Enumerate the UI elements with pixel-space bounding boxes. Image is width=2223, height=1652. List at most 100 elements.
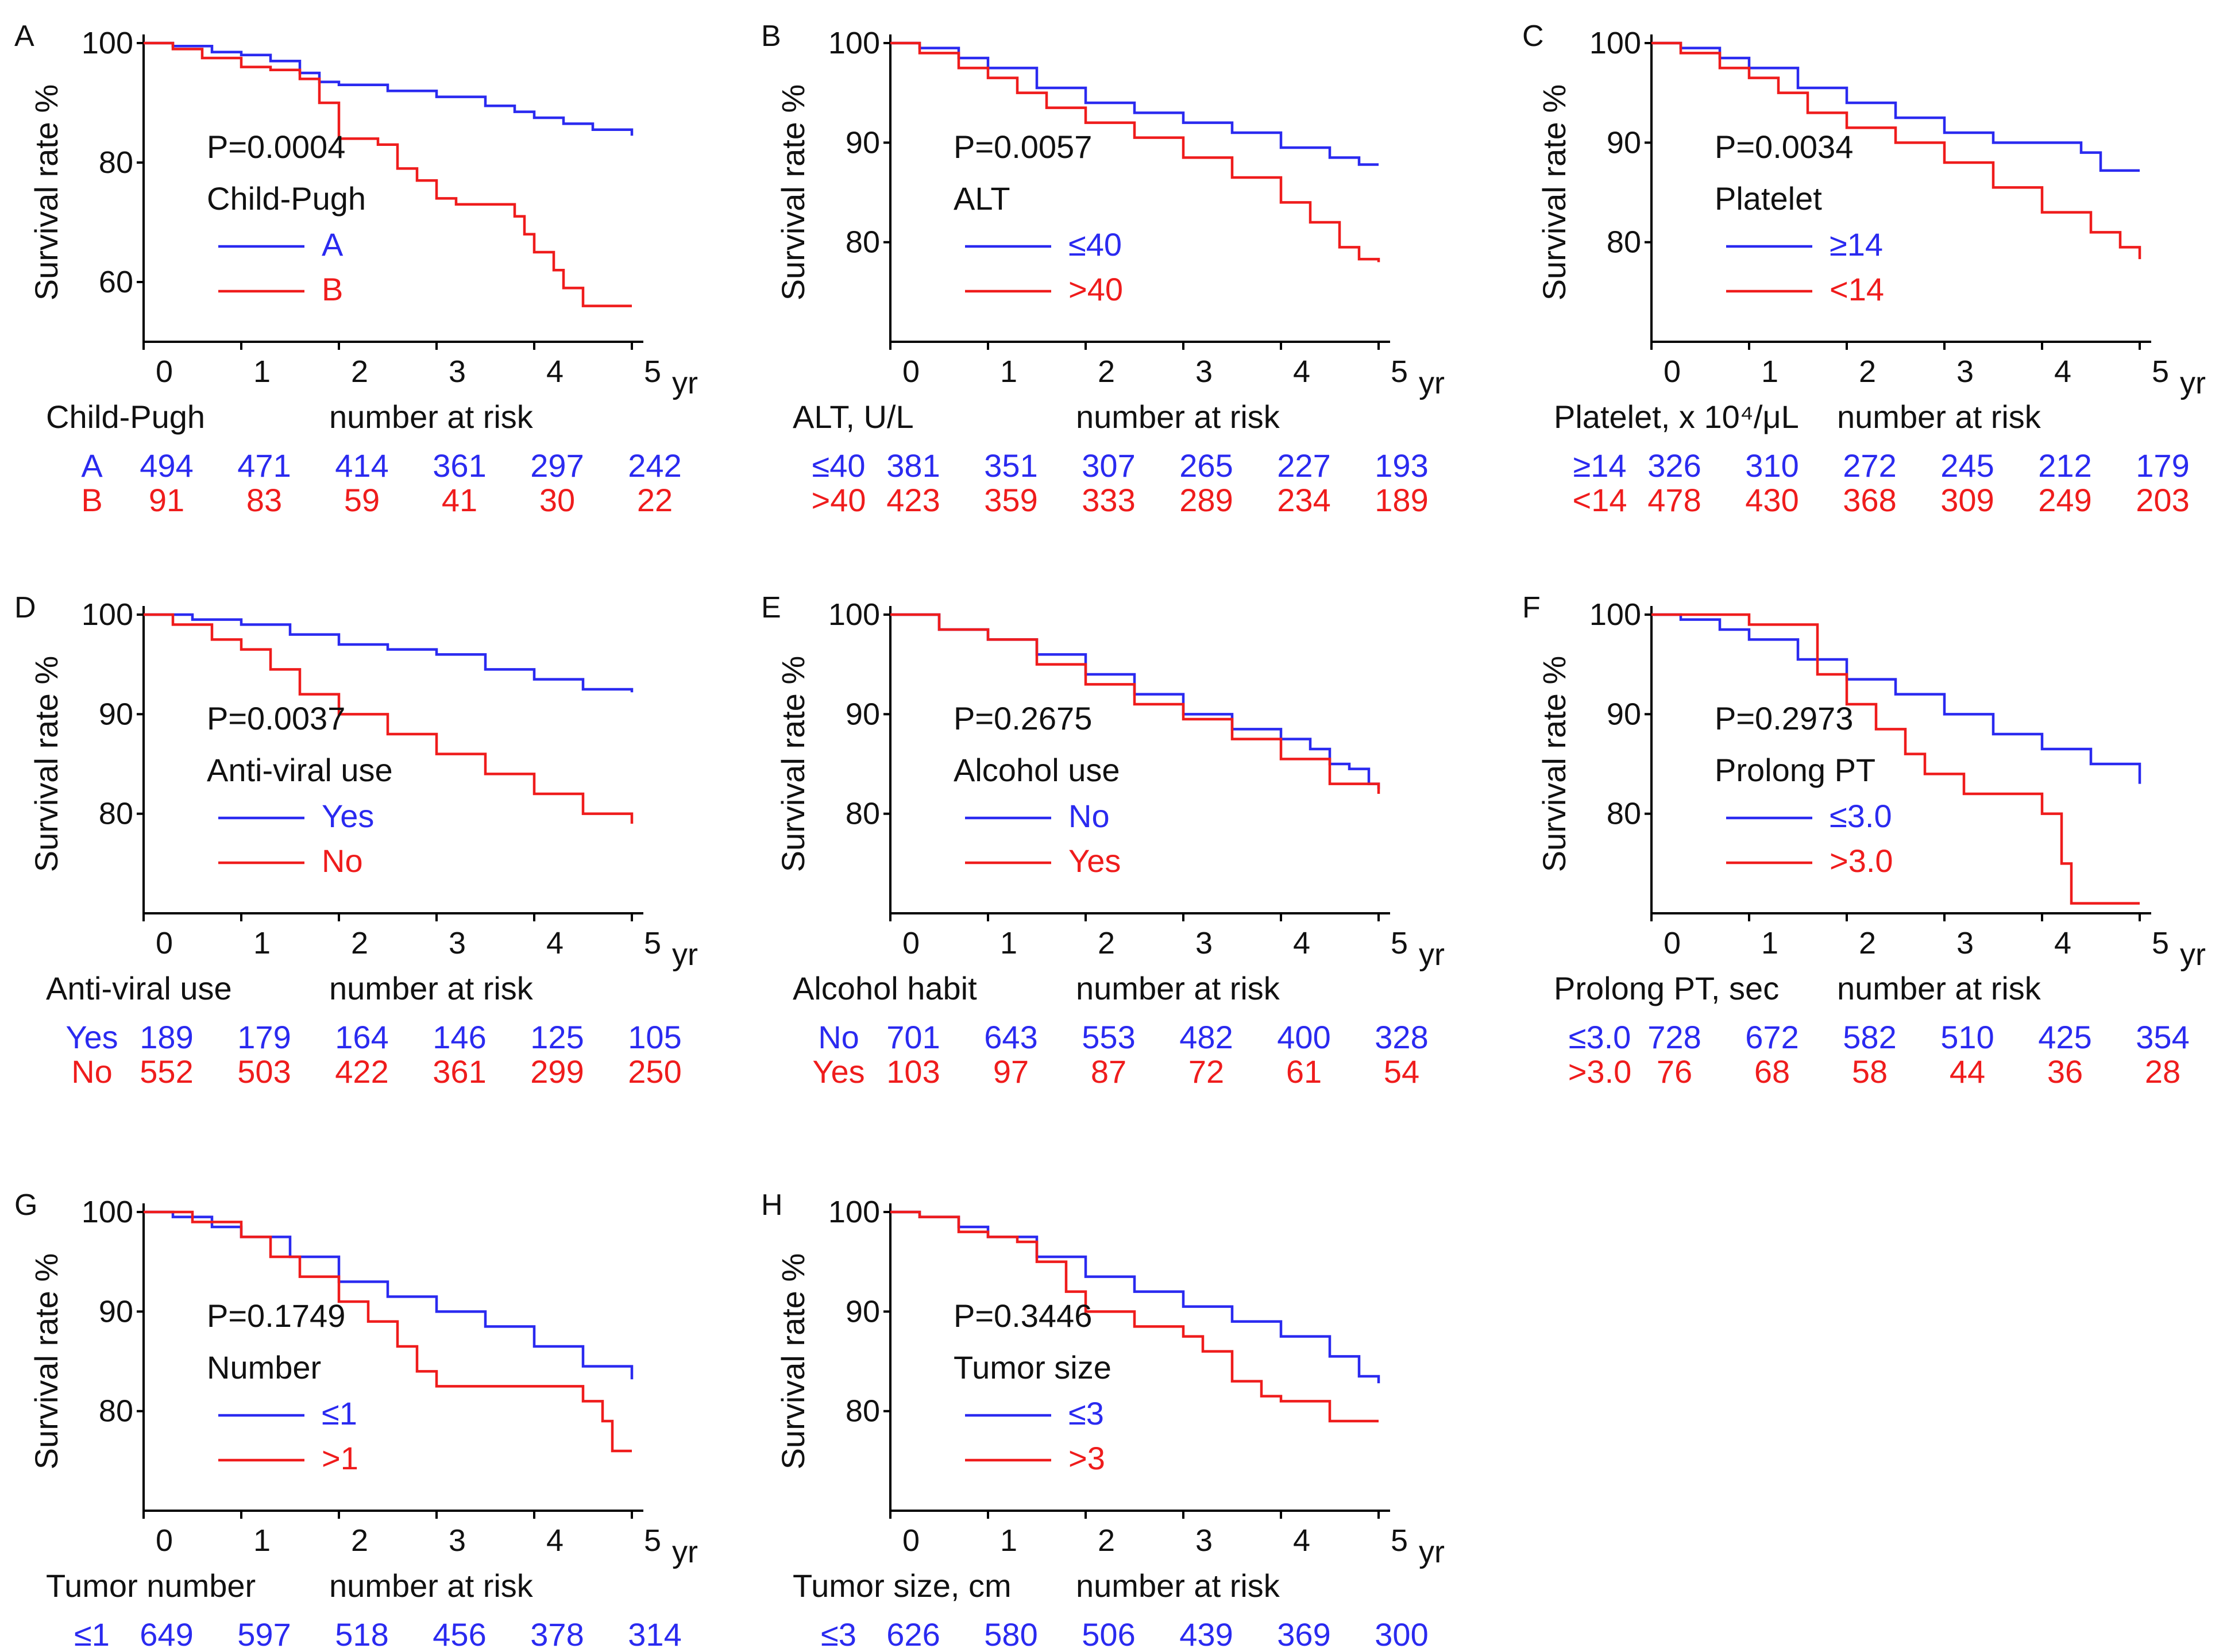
y-axis-title: Survival rate %	[28, 1253, 64, 1470]
risk-table-header: number at risk	[1076, 1568, 1280, 1604]
x-tick-label: 4	[2054, 354, 2071, 389]
risk-count: 552	[140, 1053, 193, 1090]
risk-table-header: number at risk	[329, 1568, 534, 1604]
legend-label: >3.0	[1830, 843, 1893, 879]
risk-row-label: >40	[812, 482, 866, 518]
panel-letter: B	[761, 20, 781, 53]
x-tick-label: 4	[2054, 926, 2071, 960]
legend-label: B	[322, 271, 343, 307]
risk-count: 369	[1277, 1616, 1330, 1652]
risk-count: 59	[344, 482, 380, 518]
x-tick-label: 0	[156, 926, 173, 960]
risk-count: 164	[335, 1019, 388, 1055]
y-axis-title: Survival rate %	[775, 84, 811, 301]
risk-count: 728	[1647, 1019, 1701, 1055]
risk-count: 672	[1745, 1019, 1799, 1055]
risk-count: 518	[335, 1616, 388, 1652]
risk-count: 423	[886, 482, 940, 518]
risk-count: 82	[1384, 1651, 1419, 1652]
x-tick-label: 3	[1195, 1523, 1213, 1558]
x-tick-label: 0	[902, 1523, 920, 1558]
y-tick-label: 80	[846, 1394, 880, 1429]
x-tick-label: 5	[1391, 354, 1408, 389]
x-tick-label: 5	[1391, 1523, 1408, 1558]
risk-count: 212	[2038, 447, 2091, 484]
risk-count: 83	[246, 482, 282, 518]
survival-curve-group2	[1651, 613, 2140, 905]
x-tick-label: 4	[546, 1523, 564, 1558]
risk-table-label: Anti-viral use	[46, 970, 232, 1006]
legend-label: Yes	[1068, 843, 1121, 879]
y-tick-label: 100	[82, 597, 133, 632]
factor-label: Tumor size	[954, 1349, 1112, 1385]
risk-count: 368	[1843, 482, 1896, 518]
x-tick-label: 1	[1000, 1523, 1017, 1558]
risk-count: 299	[530, 1053, 584, 1090]
risk-count: 289	[1179, 482, 1233, 518]
x-tick-label: 3	[1195, 354, 1213, 389]
p-value-label: P=0.3446	[954, 1298, 1092, 1334]
risk-count: 649	[140, 1616, 193, 1652]
x-tick-label: 0	[1664, 926, 1681, 960]
p-value-label: P=0.0004	[207, 129, 345, 165]
y-tick-label: 100	[1589, 597, 1641, 632]
x-tick-label: 3	[1956, 354, 1974, 389]
y-tick-label: 90	[99, 1294, 133, 1329]
risk-count: 314	[628, 1616, 681, 1652]
p-value-label: P=0.2973	[1715, 700, 1853, 736]
risk-table-label: Prolong PT, sec	[1554, 970, 1779, 1006]
survival-curve-group2	[1651, 41, 2141, 260]
y-tick-label: 80	[99, 145, 133, 180]
risk-row-label: >3.0	[1568, 1053, 1632, 1090]
p-value-label: P=0.2675	[954, 700, 1092, 736]
risk-count: 310	[1745, 447, 1799, 484]
risk-count: 580	[984, 1616, 1037, 1652]
risk-table-label: Alcohol habit	[793, 970, 977, 1006]
risk-count: 179	[2136, 447, 2189, 484]
y-tick-label: 100	[828, 26, 880, 60]
x-tick-label: 3	[449, 926, 466, 960]
x-tick-label: 5	[2152, 926, 2169, 960]
risk-count: 125	[530, 1019, 584, 1055]
factor-label: ALT	[954, 180, 1010, 217]
y-tick-label: 100	[82, 1195, 133, 1229]
survival-curve-group2	[144, 613, 634, 824]
x-tick-label: 4	[1293, 354, 1310, 389]
risk-count: 61	[1286, 1053, 1322, 1090]
risk-table-label: Child-Pugh	[46, 399, 205, 435]
legend-label: No	[322, 843, 363, 879]
risk-count: 92	[1286, 1651, 1322, 1652]
panel-letter: E	[761, 591, 781, 624]
legend-label: ≤3.0	[1830, 798, 1892, 834]
x-tick-label: 1	[1761, 926, 1778, 960]
legend-label: Yes	[322, 798, 374, 834]
risk-count: 439	[1179, 1616, 1233, 1652]
y-axis-title: Survival rate %	[775, 1253, 811, 1470]
risk-count: 249	[2038, 482, 2091, 518]
km-panel-d: D Survival rate % 80 90 100 0 1 2 3 4 5 yr P=0.0037 A…	[14, 591, 698, 1090]
x-tick-label: 2	[1859, 354, 1876, 389]
risk-count: 582	[1843, 1019, 1896, 1055]
risk-table-header: number at risk	[1837, 970, 2041, 1006]
risk-count: 91	[149, 482, 184, 518]
x-tick-label: 4	[546, 926, 564, 960]
y-tick-label: 80	[1607, 225, 1641, 260]
risk-count: 97	[993, 1053, 1029, 1090]
survival-curve-group2	[144, 41, 632, 307]
km-panel-h: H Survival rate % 80 90 100 0 1 2 3 4 5 yr P=0.3446 T…	[761, 1188, 1445, 1652]
risk-count: 103	[886, 1053, 940, 1090]
risk-table-header: number at risk	[1076, 970, 1280, 1006]
risk-count: 701	[886, 1019, 940, 1055]
risk-count: 41	[442, 482, 477, 518]
risk-count: 361	[433, 1053, 486, 1090]
risk-count: 643	[984, 1019, 1037, 1055]
risk-count: 326	[1647, 447, 1701, 484]
risk-count: 553	[1082, 1019, 1135, 1055]
x-tick-label: 1	[1000, 926, 1017, 960]
factor-label: Anti-viral use	[207, 752, 393, 788]
risk-table-label: Tumor number	[46, 1568, 256, 1604]
y-tick-label: 80	[846, 225, 880, 260]
panel-letter: A	[14, 20, 34, 53]
risk-row-label: >3	[820, 1651, 857, 1652]
risk-row-label: No	[818, 1019, 859, 1055]
